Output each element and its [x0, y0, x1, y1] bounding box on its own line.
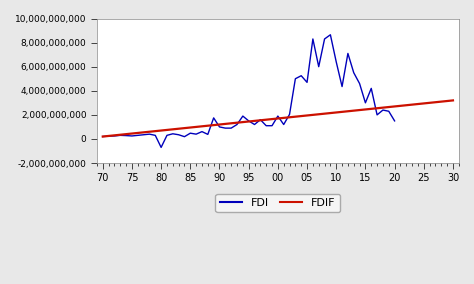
- Legend: FDI, FDIF: FDI, FDIF: [216, 193, 340, 212]
